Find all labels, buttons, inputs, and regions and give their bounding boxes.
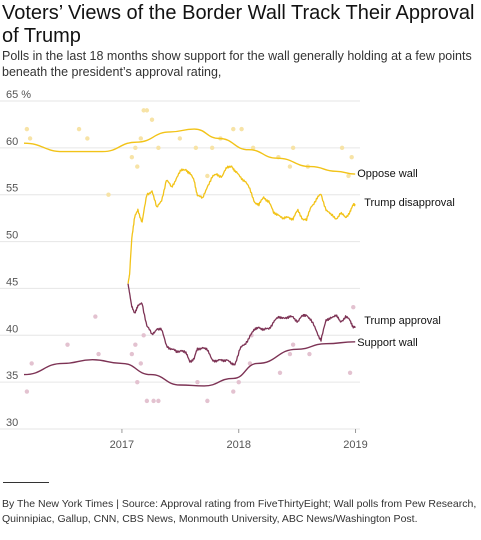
oppose-poll-dot [239,126,244,132]
support-poll-dot [307,351,312,357]
y-axis-ticks: 30 35 40 45 50 55 60 65 % [6,90,31,429]
poll-dots [24,108,356,404]
support-poll-dot [249,333,254,338]
support-poll-dot [133,342,138,347]
support-poll-dot [24,389,30,394]
support-poll-dot [65,342,70,347]
oppose-poll-dot [27,136,33,141]
series-label: Oppose wall [357,168,418,180]
support-poll-dot [29,361,34,366]
support-poll-dot [129,351,135,357]
oppose-poll-dot [76,126,82,132]
oppose-poll-dot [339,145,345,151]
trump-disapproval-line [127,165,356,284]
oppose-poll-dot [135,164,140,169]
oppose-poll-dot [177,136,183,141]
support-poll-dot [236,379,241,385]
support-poll-dot [287,351,293,357]
y-tick-label: 55 [6,183,18,195]
oppose-poll-dot [250,145,256,151]
oppose-poll-dot [149,117,155,122]
support-poll-dot [141,333,146,338]
oppose-poll-dot [193,145,199,151]
y-tick-label: 50 [6,230,18,242]
oppose-poll-dot [141,108,146,113]
y-tick-label: 40 [6,323,18,335]
oppose-poll-dot [106,192,111,197]
x-tick-label: 2017 [110,439,134,451]
oppose-poll-dot [24,126,30,132]
oppose-poll-dot [349,155,354,160]
oppose-poll-dot [156,145,161,151]
oppose-poll-dot [133,145,138,151]
gridlines [0,100,360,430]
source-credit: By The New York Times | Source: Approval… [2,498,477,525]
oppose-wall-line [23,128,356,175]
series-label: Trump disapproval [364,197,455,209]
oppose-poll-dot [346,173,351,179]
series-labels: Oppose wall Trump disapproval Trump approv… [357,168,455,349]
page-title: Voters’ Views of the Border Wall Track T… [2,2,475,47]
support-wall-line [23,341,356,387]
support-poll-dot [347,370,353,375]
support-poll-dot [144,398,150,404]
oppose-poll-dot [231,126,236,132]
x-tick-label: 2019 [343,439,367,451]
page-subtitle: Polls in the last 18 months show support… [2,49,472,79]
trump-approval-line [127,283,356,366]
oppose-poll-dot [287,164,293,169]
support-poll-dot [151,398,156,404]
chart: 30 35 40 45 50 55 60 65 % 2017 2018 2019 Oppose w… [0,90,455,451]
y-tick-label: 45 [6,276,18,288]
oppose-poll-dot [290,145,296,151]
support-poll-dot [156,398,161,404]
y-tick-label: 30 [6,417,18,429]
support-poll-dot [205,398,210,404]
x-tick-label: 2018 [226,439,250,451]
support-poll-dot [290,342,296,347]
oppose-poll-dot [144,108,150,113]
oppose-poll-dot [85,136,90,141]
support-poll-dot [138,361,143,366]
support-poll-dot [135,379,140,385]
series-label: Trump approval [364,315,441,327]
oppose-poll-dot [138,136,143,141]
footer-rule [3,482,49,483]
support-poll-dot [231,389,236,394]
y-tick-label: 65 % [6,90,31,101]
support-poll-dot [277,370,283,375]
support-poll-dot [351,304,356,310]
series-lines [23,128,356,387]
y-tick-label: 35 [6,370,18,382]
y-tick-label: 60 [6,136,18,148]
x-axis-ticks: 2017 2018 2019 [110,429,368,451]
series-label: Support wall [357,337,418,349]
oppose-poll-dot [129,155,135,160]
support-poll-dot [96,351,101,357]
oppose-poll-dot [209,145,215,151]
support-poll-dot [195,379,200,385]
support-poll-dot [93,314,98,319]
oppose-poll-dot [205,173,210,179]
